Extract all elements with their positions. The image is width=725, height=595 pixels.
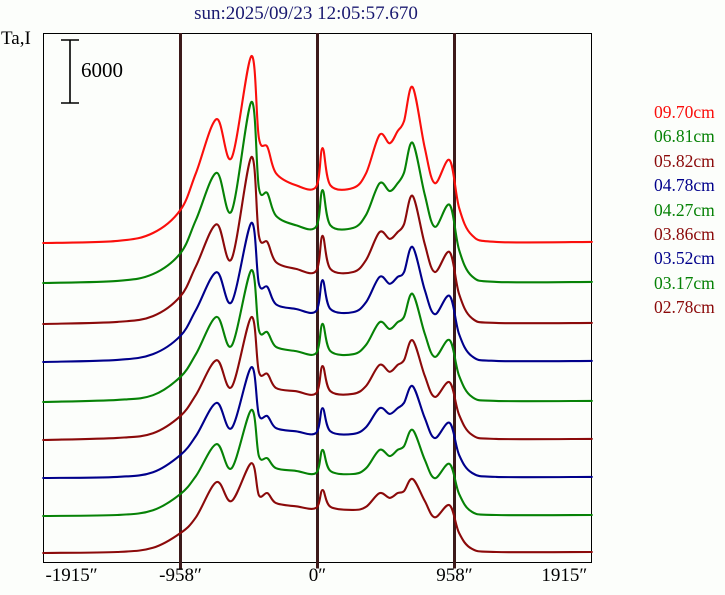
scan-curve-03.17cm bbox=[42, 408, 593, 518]
legend-item-03.52cm: 03.52cm bbox=[654, 248, 715, 269]
legend-item-06.81cm: 06.81cm bbox=[654, 126, 715, 147]
scan-curve-03.86cm bbox=[42, 316, 593, 442]
legend-item-05.82cm: 05.82cm bbox=[654, 150, 715, 171]
x-tick-label--1915: -1915″ bbox=[45, 565, 98, 586]
legend-item-03.86cm: 03.86cm bbox=[654, 223, 715, 244]
intensity-scalebar bbox=[61, 39, 79, 104]
page-title: sun:2025/09/23 12:05:57.670 bbox=[194, 3, 418, 24]
legend-item-04.27cm: 04.27cm bbox=[654, 199, 715, 220]
x-tick-label-958: 958″ bbox=[436, 565, 473, 586]
legend-item-02.78cm: 02.78cm bbox=[654, 297, 715, 318]
scan-curve-04.27cm bbox=[42, 269, 593, 404]
scalebar-value: 6000 bbox=[81, 58, 123, 82]
legend-item-09.70cm: 09.70cm bbox=[654, 102, 715, 122]
scan-curve-02.78cm bbox=[42, 462, 593, 555]
legend-item-04.78cm: 04.78cm bbox=[654, 175, 715, 196]
scan-curve-04.78cm bbox=[42, 221, 593, 364]
scan-curve-09.70cm bbox=[42, 55, 593, 245]
x-tick-label-0: 0″ bbox=[308, 565, 327, 586]
legend-item-03.17cm: 03.17cm bbox=[654, 272, 715, 293]
x-tick-label-1915: 1915″ bbox=[541, 565, 588, 586]
wavelength-legend: 09.70cm 06.81cm 05.82cm 04.78cm 04.27cm 03.86… bbox=[654, 100, 725, 320]
scan-curve-03.52cm bbox=[42, 366, 593, 480]
scan-curve-05.82cm bbox=[42, 155, 593, 326]
scan-curve-06.81cm bbox=[42, 100, 593, 285]
y-axis-label: Ta,I bbox=[1, 28, 31, 49]
x-tick-label--958: -958″ bbox=[159, 565, 202, 586]
